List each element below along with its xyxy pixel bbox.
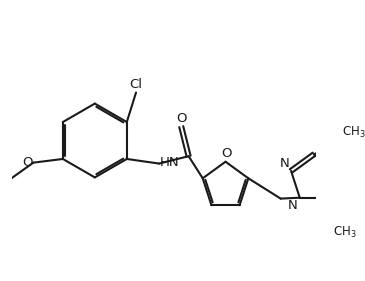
Text: N: N xyxy=(280,157,289,170)
Text: methoxy: methoxy xyxy=(0,182,7,183)
Text: O: O xyxy=(22,156,32,169)
Text: CH$_3$: CH$_3$ xyxy=(342,125,365,140)
Text: methoxy: methoxy xyxy=(4,183,11,184)
Text: N: N xyxy=(288,199,298,212)
Text: CH$_3$: CH$_3$ xyxy=(333,225,357,241)
Text: O: O xyxy=(176,112,187,125)
Text: O: O xyxy=(221,147,232,160)
Text: HN: HN xyxy=(160,156,180,169)
Text: Cl: Cl xyxy=(130,78,142,91)
